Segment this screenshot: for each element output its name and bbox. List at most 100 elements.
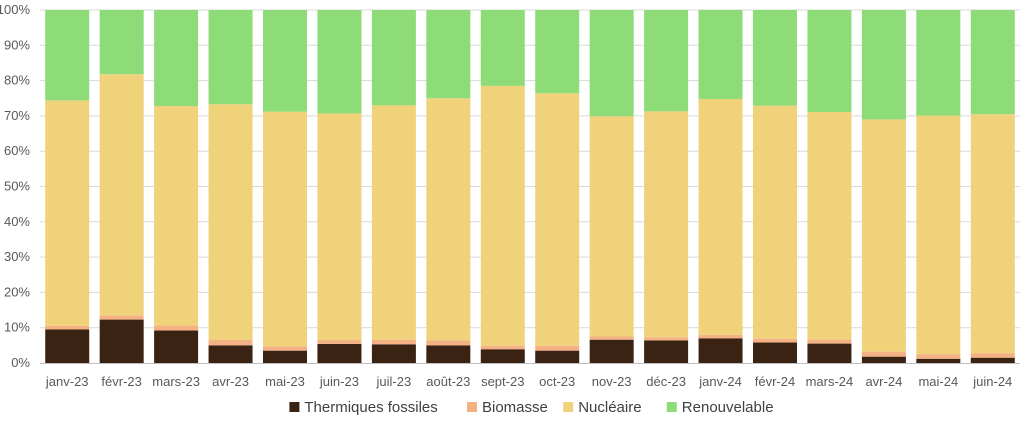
y-tick-label: 40% [4,214,30,229]
bars [45,10,1015,363]
y-tick-label: 80% [4,73,30,88]
bar-segment [371,10,416,106]
legend-label: Biomasse [482,399,548,416]
bar-segment [263,350,307,363]
bar-segment [154,330,199,363]
bar-segment [698,98,743,335]
bar-segment [698,10,743,99]
bar-segment [317,340,362,344]
bar-segment [535,10,580,94]
bar-segment [426,10,471,99]
x-tick-label: oct-23 [539,374,575,389]
legend-swatch [563,402,574,412]
bar-segment [371,344,416,363]
bar-segment [317,343,362,363]
bar-segment [154,106,199,326]
x-tick-label: mars-23 [152,374,200,389]
y-tick-label: 100% [0,2,30,17]
bar-segment [753,338,797,343]
bar-segment [480,345,525,350]
bar-segment [861,10,906,120]
y-tick-label: 20% [4,284,30,299]
bar-segment [208,104,253,341]
bar-segment [99,319,144,363]
bar-segment [317,113,362,341]
bar-segment [45,325,90,330]
bar-segment [807,339,852,344]
legend-swatch [289,402,300,412]
bar-segment [698,334,743,339]
bar-segment [644,337,689,341]
bar-segment [589,336,634,340]
bar-segment [371,105,416,340]
bar-segment [45,100,90,326]
bar-segment [480,349,525,363]
x-tick-label: mai-23 [265,374,305,389]
bar-segment [480,10,525,86]
bar-segment [45,329,90,363]
y-tick-label: 50% [4,179,30,194]
bar-segment [916,10,961,116]
bar-segment [426,340,471,346]
x-tick-label: janv-23 [45,374,89,389]
bar-segment [807,10,852,113]
bar-segment [99,74,144,316]
x-tick-label: juil-23 [376,374,412,389]
y-tick-label: 0% [11,355,30,370]
bar-segment [916,115,961,355]
bar-segment [807,112,852,340]
bar-segment [916,358,961,363]
legend-swatch [666,402,677,412]
bar-segment [208,10,253,105]
bar-segment [99,315,144,320]
bar-segment [154,325,199,331]
bar-segment [263,10,307,112]
bar-segment [861,119,906,352]
legend-label: Nucléaire [578,399,641,416]
bar-segment [589,10,634,117]
x-axis: janv-23 févr-23 mars-23 avr-23 mai-23 juin-23… [40,363,1020,389]
legend-swatch [467,402,477,412]
x-tick-label: nov-23 [592,374,632,389]
x-tick-label: févr-23 [101,374,141,389]
x-tick-label: janv-24 [698,374,742,389]
bar-segment [535,350,580,363]
bar-segment [263,346,307,351]
bar-segment [970,353,1015,358]
bar-segment [263,111,307,347]
bar-segment [535,93,580,346]
y-tick-label: 10% [4,320,30,335]
bar-segment [45,10,90,101]
x-tick-label: déc-23 [646,374,686,389]
bar-segment [99,10,144,75]
bar-segment [753,342,797,363]
bar-segment [861,356,906,363]
legend-label: Renouvelable [682,399,774,416]
x-tick-label: févr-24 [755,374,795,389]
bar-segment [426,98,471,341]
bar-segment [208,340,253,346]
y-axis: 0% 10% 20% 30% 40% 50% 60% 70% 80% 90% 100% [0,2,30,370]
x-tick-label: juin-24 [972,374,1012,389]
bar-segment [644,340,689,363]
x-tick-label: mars-24 [806,374,854,389]
y-tick-label: 60% [4,143,30,158]
bar-segment [644,10,689,112]
bar-segment [916,354,961,359]
gridlines [40,9,1020,329]
bar-segment [589,116,634,337]
x-tick-label: avr-24 [865,374,902,389]
x-tick-label: juin-23 [319,374,359,389]
bar-segment [807,343,852,363]
bar-segment [589,339,634,363]
bar-segment [154,10,199,107]
bar-segment [480,85,525,346]
bar-segment [535,345,580,351]
bar-segment [208,345,253,363]
bar-segment [426,345,471,363]
x-tick-label: mai-24 [918,374,958,389]
bar-segment [970,114,1015,354]
x-tick-label: août-23 [426,374,470,389]
y-tick-label: 30% [4,249,30,264]
legend: Thermiques fossiles Biomasse Nucléaire Reno… [289,399,774,416]
